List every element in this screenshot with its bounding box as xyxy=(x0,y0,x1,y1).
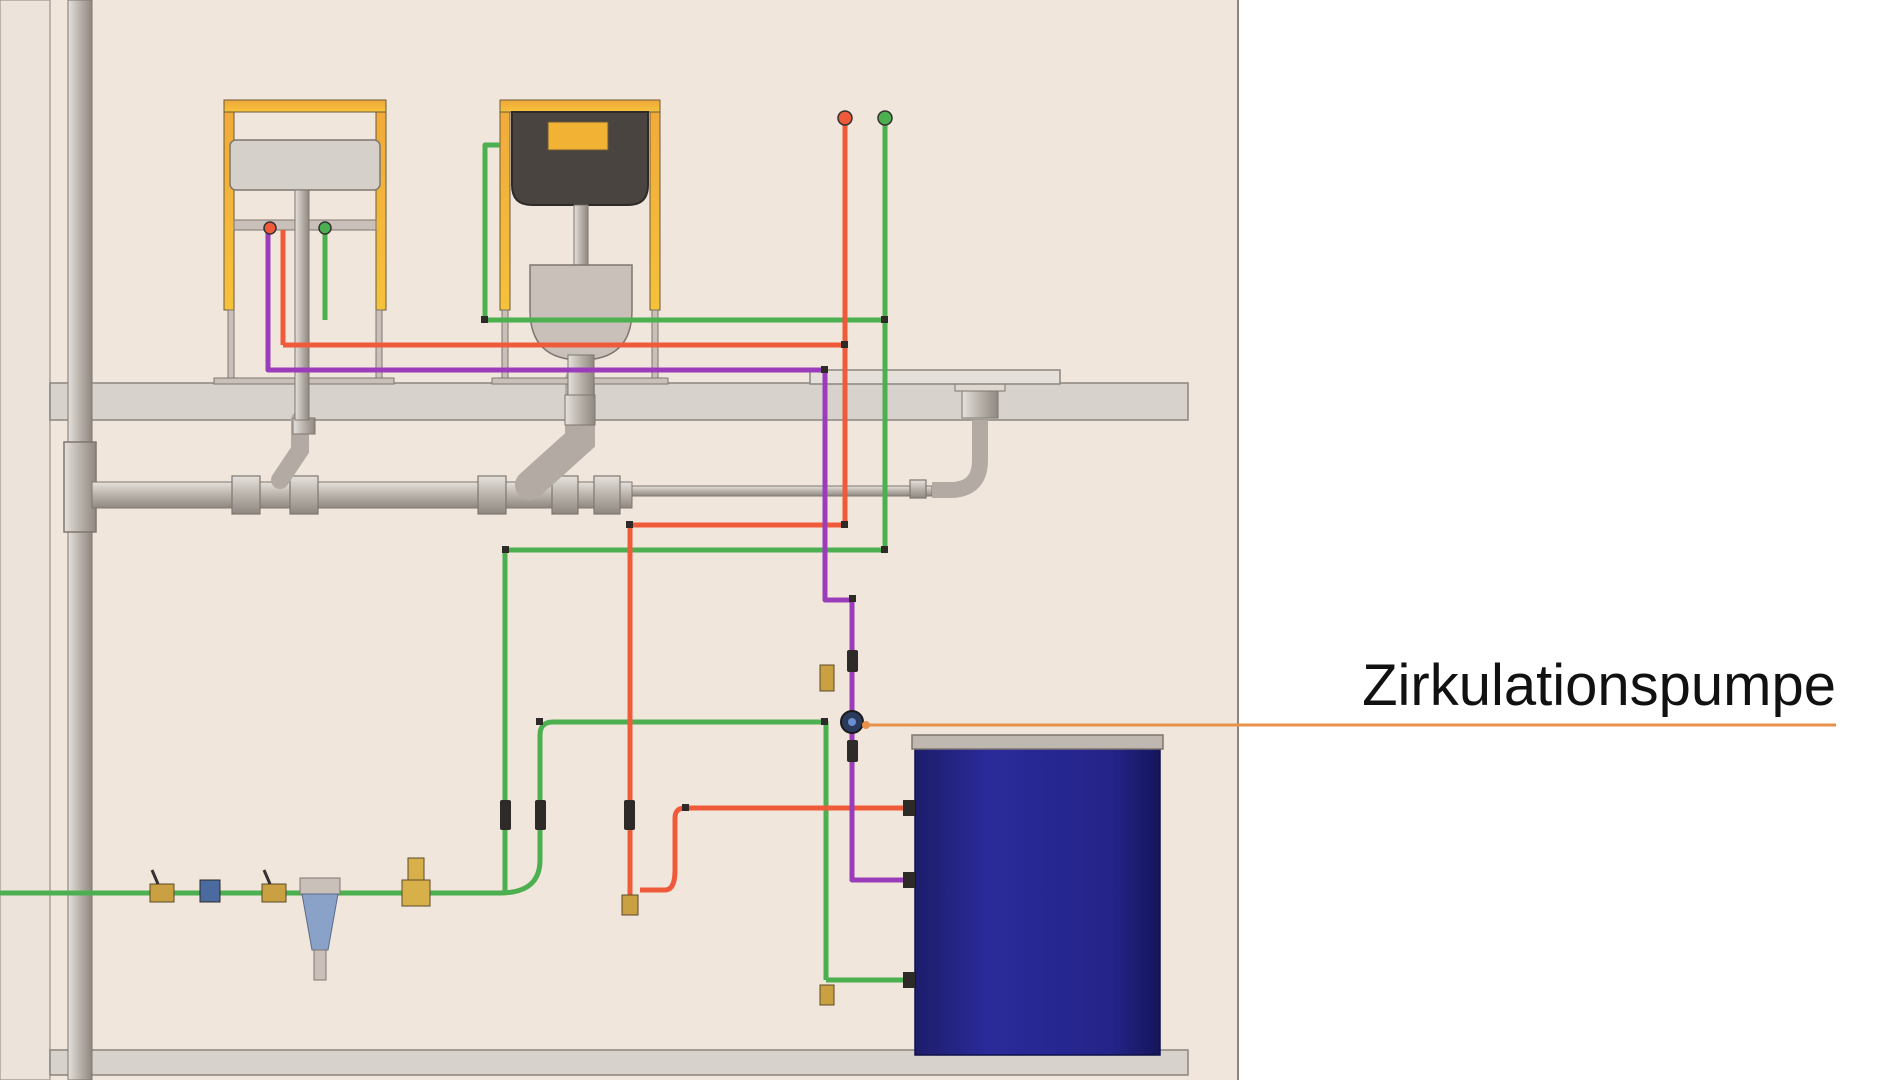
wc-flush-plate xyxy=(547,121,609,151)
safety-valve-icon xyxy=(819,664,835,692)
drain-stack-fitting xyxy=(63,441,97,533)
drain-valve-icon xyxy=(819,984,835,1006)
wc-flush-pipe xyxy=(573,204,589,266)
wc-cistern xyxy=(511,111,649,206)
cold-water-lines xyxy=(0,120,915,983)
washbasin xyxy=(229,139,381,191)
drain-stack xyxy=(67,0,93,1080)
shower-drain-body xyxy=(961,387,999,419)
left-wall xyxy=(0,0,51,1080)
wc-outlet xyxy=(567,354,595,396)
hot-water-tank-icon xyxy=(903,734,1164,1056)
shower-drain-elbow xyxy=(932,420,988,498)
washbasin-drain-pipe xyxy=(294,189,310,421)
callout-anchor-dot xyxy=(862,721,870,729)
toilet-drain-fitting xyxy=(564,394,596,426)
circulation-lines xyxy=(265,230,910,883)
pressure-reducer-icon xyxy=(401,857,431,907)
drain-pipe-couplings xyxy=(231,475,927,515)
water-filter-icon xyxy=(299,877,341,981)
upper-floor-slab xyxy=(49,382,1189,421)
riser-caps xyxy=(263,110,893,235)
horizontal-drain-pipe xyxy=(91,481,633,509)
callout-label: Zirkulationspumpe xyxy=(1362,653,1836,718)
shower-tray xyxy=(809,369,1061,385)
shutoff-valve-icon xyxy=(149,869,287,903)
water-meter-icon xyxy=(199,879,221,903)
circulation-pump-icon[interactable] xyxy=(840,710,864,734)
pipe-joints xyxy=(481,316,888,811)
hot-water-drain-fitting xyxy=(621,894,639,916)
hot-water-lines xyxy=(280,120,910,900)
riser-valves xyxy=(500,650,858,830)
